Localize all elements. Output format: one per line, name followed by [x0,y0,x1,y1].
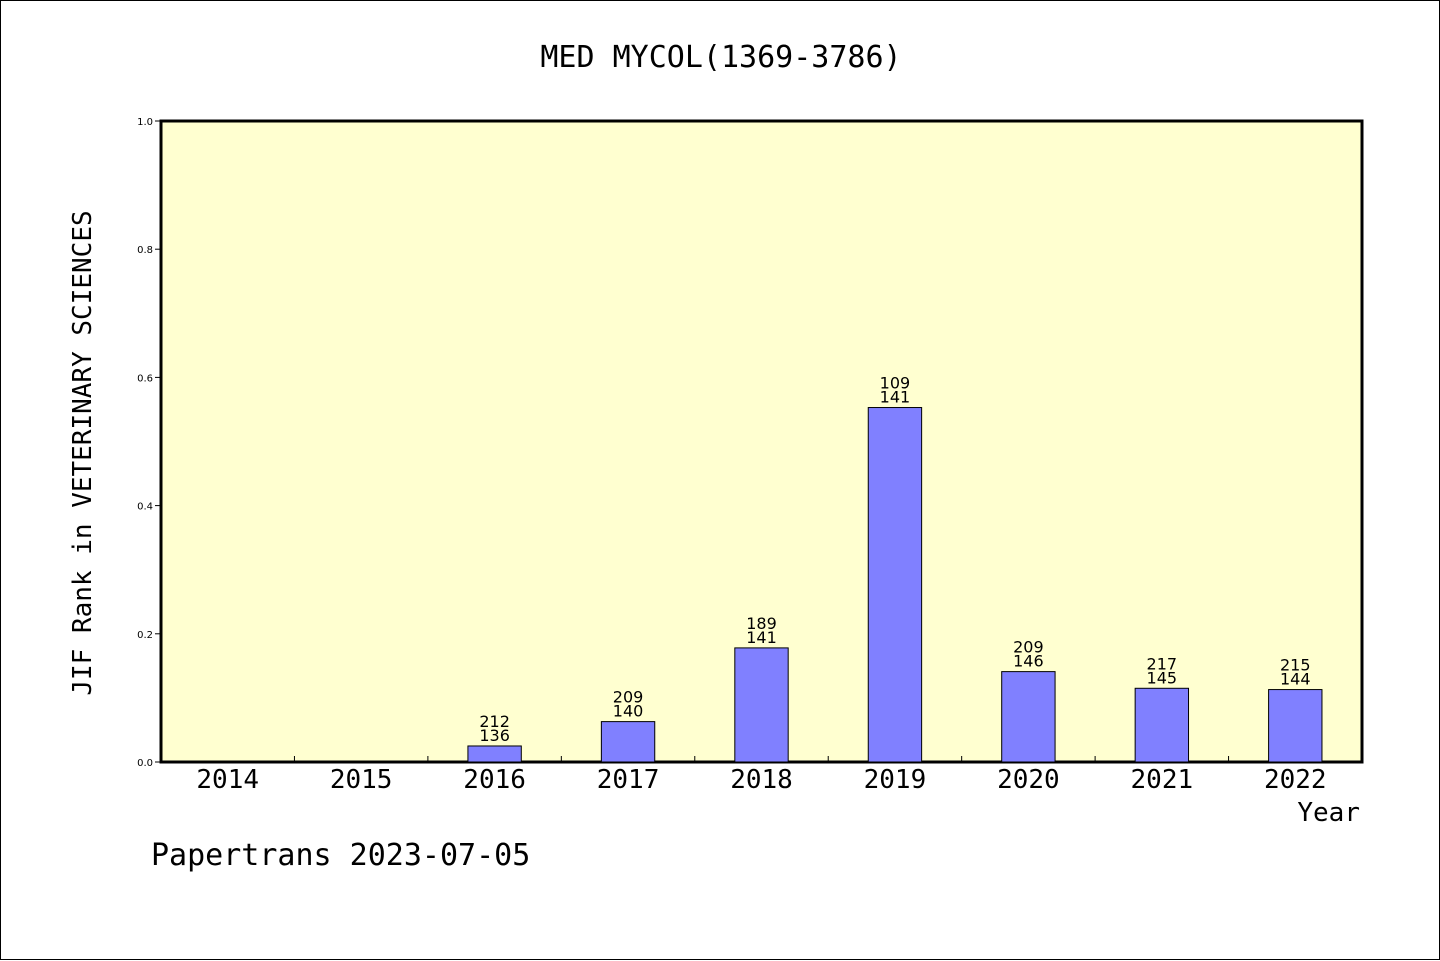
x-tick-label: 2018 [730,765,793,795]
bar-label-rank: 217 [1147,654,1178,673]
bar-label-rank: 209 [613,688,644,707]
x-tick-label: 2019 [864,765,927,795]
bar-label-total: 136 [479,726,510,745]
bar-2016 [467,745,522,763]
bar-label-total: 144 [1280,670,1311,689]
x-axis: 2014 2015 2016 2017 2018 2019 2020 2021 2022 [196,756,1327,795]
bar-label-total: 145 [1147,668,1178,687]
x-tick-label: 2020 [997,765,1060,795]
bar-label-rank: 215 [1280,656,1311,675]
y-tick-label: 0.8 [137,245,153,256]
bar-2019 [867,407,923,763]
x-tick-label: 2021 [1131,765,1194,795]
y-tick-label: 0.2 [137,630,153,641]
bars [467,407,1323,763]
chart-title: MED MYCOL(1369-3786) [540,40,901,75]
x-tick-label: 2017 [597,765,660,795]
y-tick-label: 0.0 [137,758,153,769]
x-tick-label: 2015 [330,765,393,795]
x-tick-label: 2016 [463,765,526,795]
y-tick-label: 0.4 [137,502,153,513]
bar-2020 [1001,671,1056,763]
x-tick-label: 2022 [1264,765,1327,795]
bar-label-total: 140 [613,702,644,721]
y-axis-label: JIF Rank in VETERINARY SCIENCES [68,210,98,695]
y-axis: 0.0 0.2 0.4 0.6 0.8 1.0 [137,117,161,769]
bar-2018 [734,647,789,763]
footer-credit: Papertrans 2023-07-05 [151,838,530,873]
bar-2017 [600,721,656,763]
x-tick-label: 2014 [196,765,259,795]
bar-label-total: 141 [880,388,911,407]
bar-label-rank: 109 [880,374,911,393]
bar-label-total: 141 [746,628,777,647]
bar-2021 [1134,687,1190,763]
x-axis-label: Year [1297,798,1360,828]
bar-label-rank: 212 [479,712,510,731]
bar-label-rank: 209 [1013,638,1044,657]
bar-2022 [1268,689,1323,763]
y-tick-label: 1.0 [137,117,153,128]
y-tick-label: 0.6 [137,373,153,384]
bar-label-total: 146 [1013,652,1044,671]
bar-label-rank: 189 [746,614,777,633]
